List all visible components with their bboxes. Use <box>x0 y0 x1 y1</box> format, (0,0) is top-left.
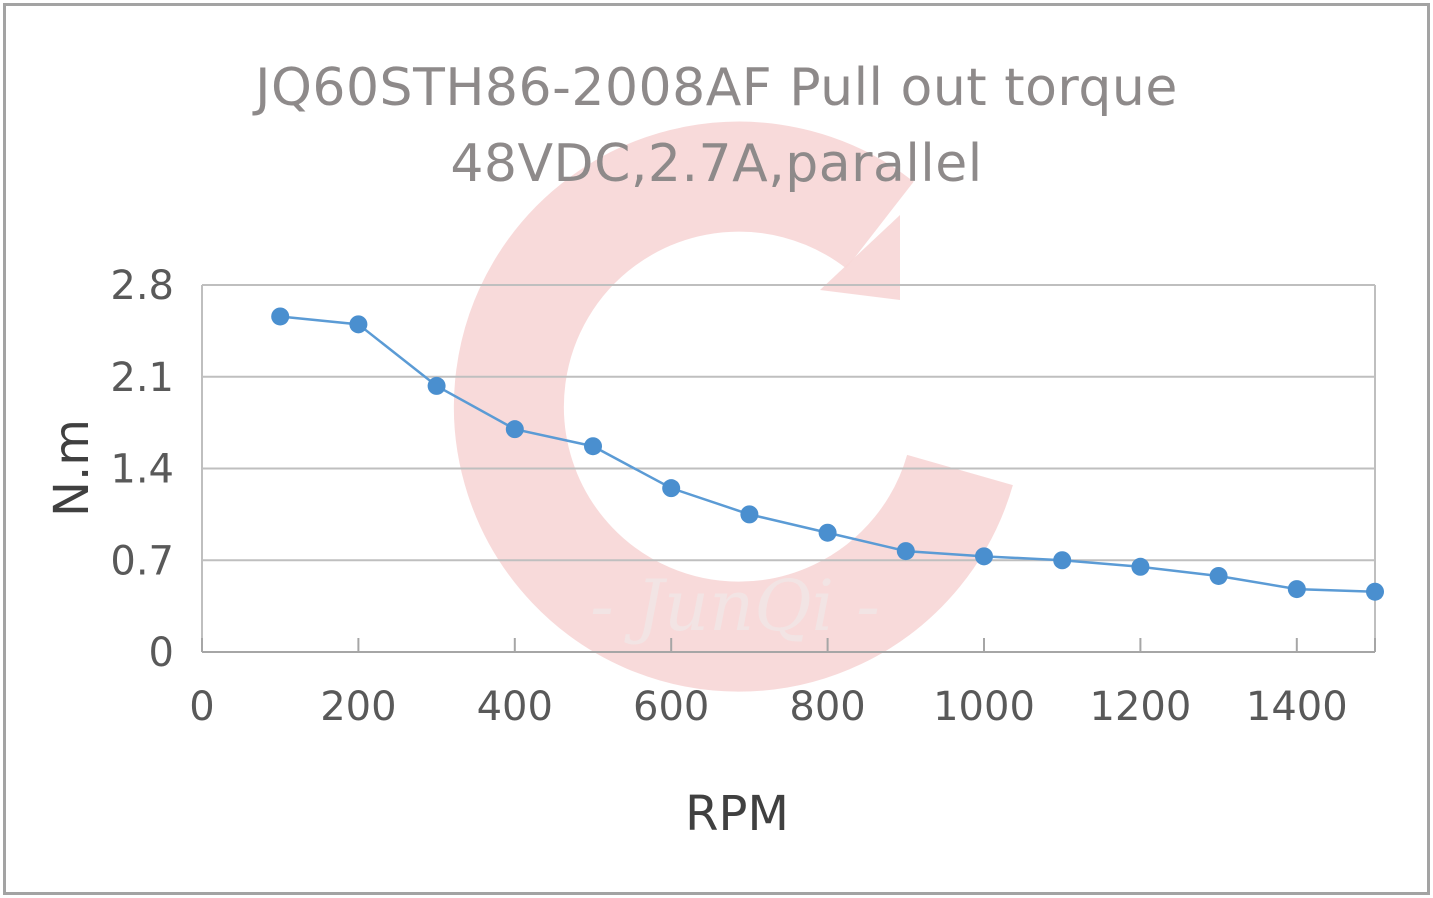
chart-frame <box>3 3 1430 895</box>
data-point <box>818 523 837 542</box>
data-point <box>271 307 290 326</box>
data-point <box>662 479 681 498</box>
x-tick-label: 800 <box>789 684 865 730</box>
data-point <box>427 376 446 395</box>
x-tick-label: 1200 <box>1090 684 1192 730</box>
x-tick-label: 1400 <box>1246 684 1348 730</box>
data-point <box>1366 582 1384 601</box>
data-point <box>584 437 602 456</box>
y-axis-title: N.m <box>44 419 100 517</box>
chart-subtitle: 48VDC,2.7A,parallel <box>450 134 983 194</box>
x-tick-label: 600 <box>633 684 709 730</box>
data-point <box>740 505 759 524</box>
data-point <box>349 315 368 334</box>
series-line <box>280 315 1376 593</box>
series-layer <box>271 307 1384 601</box>
data-point <box>1287 580 1306 599</box>
y-tick-label: 2.1 <box>110 355 174 401</box>
x-tick-label: 0 <box>189 684 214 730</box>
x-axis-title: RPM <box>685 786 789 842</box>
axis-layer: 0 0.7 1.4 2.1 2.8 0 200 400 600 800 1000 1200 1400 <box>110 263 1376 730</box>
y-tick-label: 0.7 <box>110 538 174 584</box>
x-tick-label: 400 <box>477 684 553 730</box>
y-tick-label: 0 <box>149 630 174 676</box>
y-tick-label: 2.8 <box>110 263 174 309</box>
chart-title: JQ60STH86-2008AF Pull out torque <box>255 58 1178 118</box>
data-point <box>505 420 524 439</box>
data-point <box>1131 557 1150 576</box>
watermark-text: - JunQi - <box>590 565 880 647</box>
data-point <box>1053 551 1072 570</box>
x-tick-label: 1000 <box>933 684 1035 730</box>
data-point <box>896 542 915 561</box>
data-point <box>975 547 993 566</box>
y-tick-label: 1.4 <box>110 447 174 493</box>
x-tick-label: 200 <box>320 684 396 730</box>
data-point <box>1209 566 1228 585</box>
